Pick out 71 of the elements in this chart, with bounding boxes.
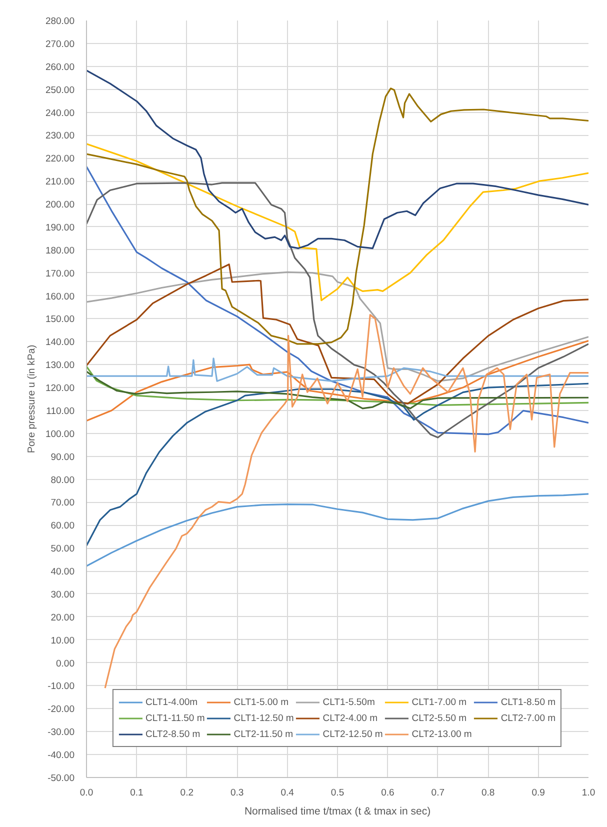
legend-label: CLT1-12.50 m (234, 712, 294, 725)
y-tick-label: 180.00 (45, 245, 75, 256)
y-tick-label: 270.00 (45, 38, 75, 50)
x-tick-label: 0.3 (230, 788, 244, 798)
x-tick-label: 1.0 (582, 788, 596, 798)
x-tick-label: 0.8 (481, 788, 495, 798)
y-tick-label: 70.00 (50, 498, 75, 509)
y-tick-label: 30.00 (50, 589, 75, 600)
line-series (86, 143, 588, 302)
line-series (86, 271, 588, 382)
y-tick-label: 40.00 (50, 566, 75, 578)
x-tick-label: 0.4 (280, 788, 294, 798)
y-tick-label: 220.00 (45, 154, 75, 165)
x-tick-label: 0.2 (180, 788, 194, 798)
legend-label: CLT1-5.00 m (234, 696, 288, 709)
y-tick-label: 140.00 (45, 337, 75, 348)
y-tick-label: 90.00 (50, 452, 75, 463)
y-tick-label: 100.00 (45, 428, 75, 440)
legend-label: CLT2-7.00 m (500, 712, 556, 725)
y-tick-label: -20.00 (48, 704, 74, 716)
legend-label: CLT2-13.00 m (412, 728, 472, 741)
y-tick-label: 190.00 (45, 222, 75, 234)
line-series (86, 264, 588, 404)
x-tick-label: 0.7 (431, 788, 445, 798)
y-tick-label: 170.00 (45, 268, 75, 280)
y-tick-label: 130.00 (45, 360, 75, 372)
y-tick-label: 110.00 (46, 406, 75, 417)
y-tick-label: -30.00 (48, 727, 74, 738)
legend-label: CLT1-8.50 m (500, 696, 556, 709)
y-tick-label: 210.00 (45, 176, 75, 188)
legend-label: CLT2-8.50 m (145, 728, 200, 741)
y-tick-label: 160.00 (45, 291, 75, 302)
x-tick-label: 0.5 (330, 788, 344, 798)
y-tick-label: 20.00 (50, 612, 75, 624)
legend-label: CLT1-11.50 m (145, 712, 205, 725)
line-series (86, 493, 588, 567)
y-tick-label: -40.00 (48, 750, 74, 762)
x-tick-label: 0.0 (80, 788, 94, 798)
legend-label: CLT2-12.50 m (322, 728, 383, 741)
line-series (104, 314, 588, 689)
y-tick-label: -10.00 (48, 681, 74, 692)
y-tick-label: 120.00 (45, 383, 75, 394)
line-series (86, 340, 588, 422)
y-axis-title: Pore pressure u (in kPa) (26, 344, 38, 454)
y-tick-label: 260.00 (45, 62, 75, 73)
legend-label: CLT2-11.50 m (234, 728, 294, 741)
y-tick-label: 80.00 (50, 474, 75, 486)
y-tick-label: 240.00 (45, 108, 75, 119)
x-tick-label: 0.1 (130, 788, 144, 798)
line-series (86, 70, 588, 250)
legend-label: CLT2-4.00 m (322, 712, 378, 725)
y-tick-label: 0.00 (56, 658, 75, 670)
y-tick-label: 250.00 (45, 84, 75, 96)
legend-label: CLT1-7.00 m (412, 696, 467, 709)
x-tick-label: 0.6 (381, 788, 394, 798)
y-tick-label: -50.00 (48, 773, 74, 784)
legend-label: CLT2-5.50 m (412, 712, 467, 725)
line-series (86, 358, 588, 382)
x-axis-title: Normalised time t/tmax (t & tmax in sec) (244, 806, 431, 818)
y-tick-label: 280.00 (45, 16, 75, 27)
line-series (86, 88, 588, 345)
legend-label: CLT1-4.00m (145, 696, 198, 709)
line-series (86, 382, 588, 546)
legend-label: CLT1-5.50m (322, 696, 375, 709)
y-tick-label: 150.00 (45, 314, 75, 326)
y-tick-label: 230.00 (45, 130, 75, 142)
x-tick-label: 0.9 (532, 788, 545, 798)
y-tick-label: 60.00 (50, 520, 75, 532)
y-tick-label: 200.00 (45, 200, 75, 211)
y-tick-label: 10.00 (50, 635, 75, 646)
y-tick-label: 50.00 (50, 544, 75, 555)
